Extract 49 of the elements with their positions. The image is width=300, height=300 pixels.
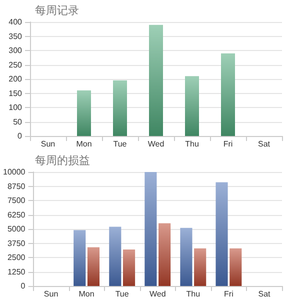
x-tick-label: Fri [224, 290, 234, 298]
y-tick-label: 8750 [7, 182, 26, 191]
y-tick-label: 1250 [7, 267, 26, 276]
y-tick-label: 350 [8, 32, 23, 41]
x-tick-label: Sat [258, 140, 271, 148]
bar [185, 76, 199, 136]
y-tick-label: 10000 [2, 168, 26, 176]
x-tick-label: Thu [185, 140, 199, 148]
x-tick-label: Thu [186, 290, 200, 298]
bar [74, 230, 86, 286]
x-tick-label: Tue [115, 290, 130, 298]
bar [230, 248, 242, 286]
bar [113, 80, 127, 136]
bar [122, 250, 136, 286]
bar [216, 182, 228, 286]
y-tick-label: 0 [18, 132, 23, 140]
y-tick-label: 250 [8, 60, 23, 70]
y-tick-label: 0 [20, 282, 26, 290]
bar [158, 223, 171, 286]
y-tick-label: 200 [8, 74, 23, 84]
bar [109, 226, 122, 286]
x-tick-label: Mon [78, 290, 94, 298]
x-tick-label: Mon [76, 140, 92, 148]
y-tick-label: 150 [8, 88, 23, 98]
chart-title: 每周记录 [35, 4, 79, 17]
y-tick-label: 50 [13, 117, 23, 126]
chart-title: 每周的损益 [35, 154, 90, 167]
x-tick-label: Sun [40, 140, 56, 148]
bar [149, 24, 163, 136]
x-tick-label: Sun [44, 290, 58, 298]
x-tick-label: Tue [113, 140, 128, 148]
y-tick-label: 5000 [7, 224, 26, 234]
bar [221, 53, 235, 136]
y-tick-label: 3750 [7, 238, 26, 248]
x-tick-label: Fri [223, 140, 233, 148]
y-tick-label: 400 [8, 18, 23, 26]
x-tick-label: Sat [258, 290, 272, 298]
bar [77, 90, 91, 136]
x-tick-label: Wed [148, 140, 164, 148]
y-tick-label: 7500 [7, 196, 26, 205]
bar [194, 248, 206, 286]
bar [180, 228, 192, 286]
y-tick-label: 2500 [7, 253, 26, 262]
y-tick-label: 300 [8, 46, 23, 55]
x-tick-label: Wed [149, 290, 166, 298]
bar [144, 172, 157, 286]
y-tick-label: 100 [8, 103, 23, 112]
bar [87, 247, 100, 286]
y-tick-label: 6250 [7, 210, 26, 220]
